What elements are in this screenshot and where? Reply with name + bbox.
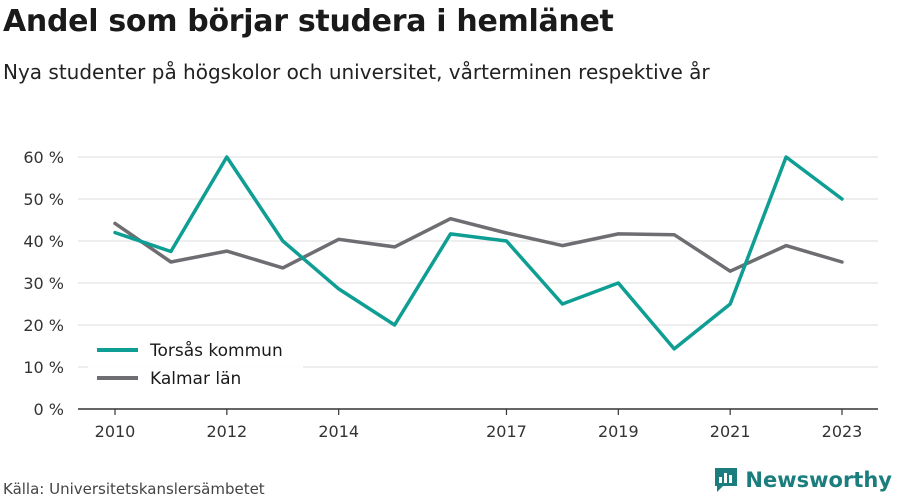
x-tick-label: 2012 — [206, 422, 247, 441]
x-tick-label: 2017 — [486, 422, 527, 441]
chart-title: Andel som börjar studera i hemlänet — [3, 4, 614, 39]
brand-name: Newsworthy — [745, 468, 892, 492]
source-note: Källa: Universitetskanslersämbetet — [3, 480, 265, 498]
x-tick-label: 2010 — [95, 422, 136, 441]
chart-subtitle: Nya studenter på högskolor och universit… — [3, 60, 710, 84]
newsworthy-logo: Newsworthy — [713, 466, 892, 494]
y-tick-label: 30 % — [23, 274, 64, 293]
x-tick-label: 2023 — [822, 422, 863, 441]
x-tick-label: 2019 — [598, 422, 639, 441]
y-tick-label: 60 % — [23, 148, 64, 167]
line-chart: 0 % 10 % 20 % 30 % 40 % 50 % 60 % 2010 2012 2014 2… — [23, 148, 878, 441]
legend-label: Torsås kommun — [149, 340, 283, 361]
legend-background — [88, 334, 303, 394]
x-tick-label: 2021 — [710, 422, 751, 441]
y-tick-label: 40 % — [23, 232, 64, 251]
bar-chart-icon — [715, 468, 738, 492]
x-tick-label: 2014 — [318, 422, 359, 441]
series-line-kalmar-lan — [113, 216, 844, 273]
y-tick-label: 20 % — [23, 316, 64, 335]
y-tick-label: 10 % — [23, 358, 64, 377]
series-line-torsas-kommun — [113, 155, 844, 351]
y-tick-label: 0 % — [34, 400, 64, 419]
y-tick-label: 50 % — [23, 190, 64, 209]
legend-label: Kalmar län — [150, 369, 241, 389]
